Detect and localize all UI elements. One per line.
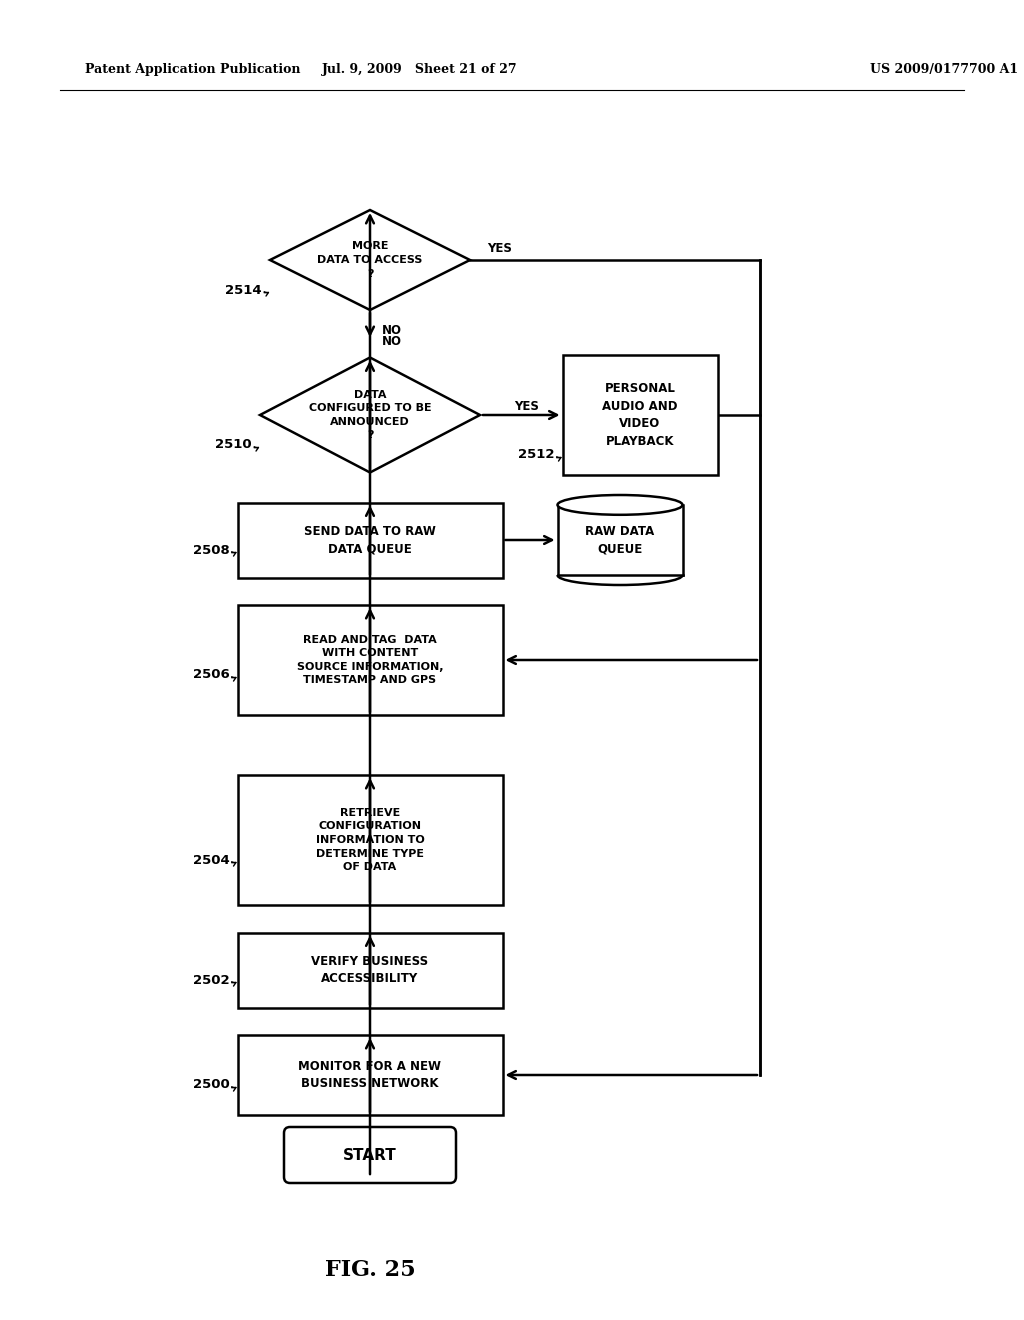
Text: FIG. 25: FIG. 25 (325, 1259, 416, 1280)
Text: 2508: 2508 (193, 544, 229, 557)
Text: 2502: 2502 (193, 974, 229, 986)
Text: 2512: 2512 (518, 449, 555, 462)
Text: Patent Application Publication: Patent Application Publication (85, 63, 300, 77)
Bar (238, 932, 503, 1007)
Bar (557, 495, 683, 576)
Bar (238, 1035, 503, 1115)
Bar (562, 355, 718, 475)
Text: NO: NO (382, 323, 402, 337)
Text: 2514: 2514 (225, 284, 262, 297)
Ellipse shape (557, 495, 683, 515)
Text: Jul. 9, 2009   Sheet 21 of 27: Jul. 9, 2009 Sheet 21 of 27 (323, 63, 518, 77)
Text: START: START (343, 1147, 397, 1163)
Bar (238, 503, 503, 578)
Text: 2500: 2500 (193, 1078, 229, 1092)
FancyBboxPatch shape (284, 1127, 456, 1183)
Text: VERIFY BUSINESS
ACCESSIBILITY: VERIFY BUSINESS ACCESSIBILITY (311, 954, 429, 985)
Bar (238, 775, 503, 906)
Text: RAW DATA
QUEUE: RAW DATA QUEUE (586, 525, 654, 556)
Text: READ AND TAG  DATA
WITH CONTENT
SOURCE INFORMATION,
TIMESTAMP AND GPS: READ AND TAG DATA WITH CONTENT SOURCE IN… (297, 635, 443, 685)
Polygon shape (270, 210, 470, 310)
Text: 2504: 2504 (193, 854, 229, 866)
Text: YES: YES (514, 400, 539, 413)
Text: 2510: 2510 (215, 438, 252, 451)
Polygon shape (260, 358, 480, 473)
Text: NO: NO (382, 335, 402, 347)
Text: PERSONAL
AUDIO AND
VIDEO
PLAYBACK: PERSONAL AUDIO AND VIDEO PLAYBACK (602, 383, 678, 447)
Text: DATA
CONFIGURED TO BE
ANNOUNCED
?: DATA CONFIGURED TO BE ANNOUNCED ? (308, 389, 431, 441)
Text: MONITOR FOR A NEW
BUSINESS NETWORK: MONITOR FOR A NEW BUSINESS NETWORK (299, 1060, 441, 1090)
Bar (238, 605, 503, 715)
Text: MORE
DATA TO ACCESS
?: MORE DATA TO ACCESS ? (317, 242, 423, 279)
Text: US 2009/0177700 A1: US 2009/0177700 A1 (870, 63, 1018, 77)
Text: YES: YES (487, 242, 512, 255)
Text: RETRIEVE
CONFIGURATION
INFORMATION TO
DETERMINE TYPE
OF DATA: RETRIEVE CONFIGURATION INFORMATION TO DE… (315, 808, 424, 873)
Text: 2506: 2506 (193, 668, 229, 681)
Text: SEND DATA TO RAW
DATA QUEUE: SEND DATA TO RAW DATA QUEUE (304, 525, 436, 556)
